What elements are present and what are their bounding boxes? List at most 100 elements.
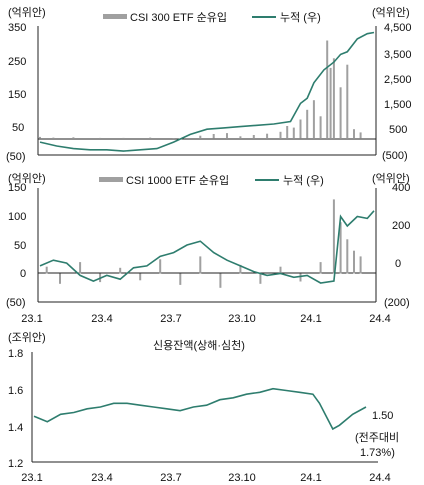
chart2-ytick-left-0: 150 [8,182,26,194]
chart2-ytick-right-0: 400 [392,182,410,194]
chart1-ytick-right-1: 3,500 [384,49,412,61]
chart1-bar-13 [279,131,282,139]
chart1-ytick-left-1: 250 [8,56,26,68]
chart2-bar-14 [319,262,322,274]
chart3-annotation-value: 1.50 [372,410,393,422]
chart3-xtick-4: 24.1 [300,472,321,484]
chart1-bar-15 [292,127,295,139]
chart2-legend-bar: CSI 1000 ETF 순유입 [126,174,229,187]
chart1-bar-18 [312,100,315,139]
chart-2: (억위안) (억위안) CSI 1000 ETF 순유입 누적 (우) 150 … [6,172,410,309]
chart2-legend-bar-swatch [99,177,123,182]
chart1-legend-bar: CSI 300 ETF 순유입 [130,11,227,24]
chart3-xtick-3: 23.10 [228,472,256,484]
chart2-bar-5 [139,273,142,281]
chart1-ytick-left-2: 150 [8,89,26,101]
chart1-bar-23 [339,87,342,139]
chart1-bar-26 [359,132,362,139]
chart2-bar-2 [79,262,82,274]
chart2-cumulative-line [39,210,375,284]
chart1-bar-14 [286,126,289,139]
chart1-bar-9 [226,133,228,139]
chart1-bar-11 [252,135,255,139]
chart1-bar-16 [299,119,302,139]
chart1-bars [39,40,362,139]
chart1-legend-line: 누적 (우) [280,11,321,24]
chart2-bar-0 [45,266,48,274]
chart2-bar-1 [59,273,61,284]
chart3-xtick-0: 23.1 [21,472,42,484]
chart2-bar-17 [346,239,349,274]
chart1-bar-22 [332,58,335,139]
chart2-ytick-right-3: (200) [384,297,410,309]
chart2-bar-8 [199,256,202,274]
chart1-bar-12 [266,133,269,139]
chart1-bar-10 [239,136,242,139]
chart2-xtick-3: 23.10 [228,313,256,325]
chart1-bar-7 [199,135,202,139]
chart1-bar-25 [353,129,355,139]
chart2-xtick-2: 23.7 [160,313,181,325]
chart2-bar-9 [219,273,222,288]
chart3-ytick-1: 1.6 [8,385,23,397]
chart1-bar-3 [99,137,102,139]
chart2-xtick-4: 24.1 [300,313,321,325]
chart3-annotation-note: (전주대비 [355,431,399,444]
chart2-bar-10 [239,264,242,274]
chart-1: (억위안) (억위안) CSI 300 ETF 순유입 누적 (우) 350 2… [6,6,412,163]
chart2-bar-4 [119,267,122,274]
chart2-bar-19 [359,256,362,274]
chart2-right-unit: (억위안) [372,172,410,185]
chart2-legend-line: 누적 (우) [283,174,324,187]
chart3-ytick-2: 1.4 [8,422,23,434]
chart2-xtick-1: 23.4 [91,313,112,325]
chart1-ytick-left-0: 350 [8,22,26,34]
chart1-ytick-left-4: (50) [6,151,26,163]
chart1-bar-1 [52,137,55,139]
chart-3: (조위안) 신용잔액(상해·심천) 1.8 1.6 1.4 1.2 1.50 (… [8,331,399,484]
chart1-bar-20 [326,40,329,139]
chart2-bar-18 [353,250,355,274]
chart1-bar-21 [329,67,332,139]
chart2-ytick-right-1: 200 [392,220,410,232]
chart1-bar-8 [212,134,215,139]
chart2-ytick-left-2: 50 [14,240,26,252]
chart2-bar-11 [259,273,262,284]
chart1-bar-17 [306,109,309,139]
chart2-bar-12 [279,266,282,274]
chart2-ytick-left-4: (50) [6,297,26,309]
chart1-bar-0 [39,136,41,139]
chart2-bar-15 [332,199,335,274]
chart1-ytick-right-2: 2,500 [384,74,412,86]
chart3-ytick-0: 1.8 [8,348,23,360]
chart3-xtick-2: 23.7 [160,472,181,484]
chart1-bar-4 [122,137,125,139]
chart2-ytick-left-1: 100 [8,211,26,223]
chart2-xtick-5: 24.4 [369,313,390,325]
chart3-annotation-pct: 1.73%) [360,447,395,459]
chart1-ytick-right-5: (500) [382,150,408,162]
chart1-bar-19 [319,116,322,139]
chart3-line [33,387,367,431]
chart2-bars [45,199,362,288]
chart1-right-unit: (억위안) [372,6,410,19]
chart2-ytick-right-2: 0 [395,258,401,270]
chart3-xtick-5: 24.4 [369,472,390,484]
chart1-ytick-right-3: 1,500 [384,99,412,111]
chart2-bar-16 [339,222,342,274]
chart2-left-unit: (억위안) [8,172,46,185]
chart2-xtick-0: 23.1 [21,313,42,325]
chart1-ytick-left-3: 50 [12,122,24,134]
chart3-left-unit: (조위안) [8,331,46,344]
chart1-bar-24 [346,64,349,139]
chart1-ytick-right-4: 500 [389,124,407,136]
chart1-bar-5 [149,137,152,139]
chart3-ytick-3: 1.2 [8,458,23,470]
chart2-bar-6 [159,259,162,274]
chart1-cumulative-line [39,31,375,152]
chart3-xtick-1: 23.4 [91,472,112,484]
chart1-bar-2 [72,137,75,139]
chart1-legend-bar-swatch [103,14,127,19]
